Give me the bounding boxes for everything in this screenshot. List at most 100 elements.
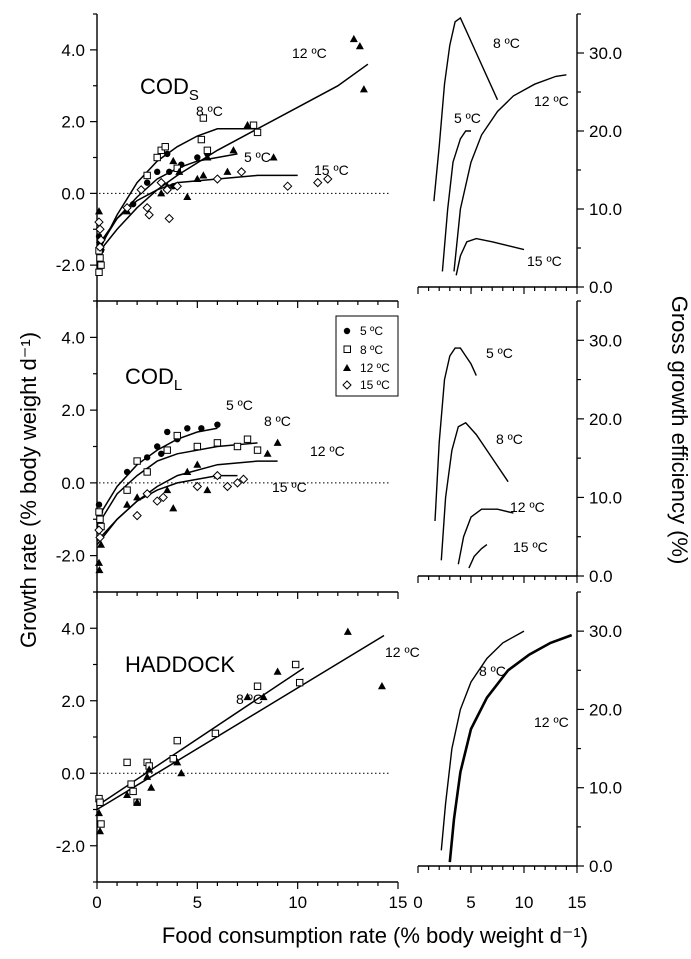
efficiency-curve-label: 12 ºC xyxy=(534,93,569,109)
data-point xyxy=(164,213,174,224)
data-point xyxy=(212,470,223,481)
data-point xyxy=(343,627,352,635)
data-point xyxy=(96,254,104,262)
data-point xyxy=(143,772,152,780)
left-y-axis-title: Growth rate (% body weight d⁻¹) xyxy=(16,332,41,648)
data-point xyxy=(377,682,386,690)
data-point xyxy=(323,174,333,184)
efficiency-curve xyxy=(457,508,514,565)
efficiency-y-tick-label: 10.0 xyxy=(589,779,622,798)
efficiency-y-tick-label: 10.0 xyxy=(589,200,622,219)
data-point xyxy=(122,203,132,213)
efficiency-curve-label: 15 ºC xyxy=(513,539,548,555)
data-point xyxy=(213,439,222,447)
efficiency-x-tick-label: 5 xyxy=(466,893,475,912)
efficiency-curve-label: 8 ºC xyxy=(496,431,523,447)
data-point xyxy=(282,181,293,191)
data-point xyxy=(359,85,368,93)
data-point xyxy=(129,787,137,796)
efficiency-curve xyxy=(441,130,471,272)
fit-curve xyxy=(96,634,385,811)
data-point xyxy=(123,758,131,767)
fit-curve-label: 5 ºC xyxy=(226,397,253,413)
legend-label-15c: 15 ºC xyxy=(360,378,390,392)
data-point xyxy=(152,496,162,506)
data-point xyxy=(253,128,262,137)
efficiency-x-tick-label: 15 xyxy=(568,893,587,912)
efficiency-y-tick-label: 20.0 xyxy=(589,410,622,429)
data-point xyxy=(263,449,272,457)
data-point xyxy=(133,798,142,806)
data-point xyxy=(212,174,223,184)
data-point xyxy=(211,729,220,738)
efficiency-curve xyxy=(448,633,573,863)
data-point xyxy=(183,467,192,475)
data-point xyxy=(144,210,154,220)
growth-y-tick-label: 2.0 xyxy=(61,401,85,420)
efficiency-curve-label: 12 ºC xyxy=(510,499,545,515)
data-point xyxy=(169,504,178,512)
data-point xyxy=(123,468,131,476)
data-point xyxy=(214,421,221,428)
panel-title-cods-sub: S xyxy=(189,87,199,104)
panel-title-codl-main: COD xyxy=(125,364,174,389)
data-point xyxy=(243,121,252,129)
data-point xyxy=(158,450,165,457)
fit-curve xyxy=(96,442,258,527)
panel-title-codl: CODL xyxy=(125,364,182,394)
data-point xyxy=(199,114,208,122)
growth-y-tick-label: -2.0 xyxy=(56,256,85,275)
efficiency-y-tick-label: 0.0 xyxy=(589,567,613,586)
efficiency-y-tick-label: 30.0 xyxy=(589,622,622,641)
data-point xyxy=(96,798,104,806)
legend: 5 ºC 8 ºC 12 ºC 15 ºC xyxy=(335,315,399,397)
efficiency-curve xyxy=(440,630,525,851)
data-point xyxy=(97,261,105,269)
efficiency-curve-label: 5 ºC xyxy=(486,345,513,361)
data-point xyxy=(136,185,146,195)
legend-marker-5c xyxy=(343,327,351,335)
data-point xyxy=(177,769,186,777)
efficiency-y-tick-label: 20.0 xyxy=(589,700,622,719)
data-point xyxy=(232,478,243,488)
data-point xyxy=(193,442,202,451)
growth-y-tick-label: -2.0 xyxy=(56,547,85,566)
data-point xyxy=(153,153,161,162)
data-point xyxy=(97,820,105,828)
panel-title-cods-main: COD xyxy=(140,74,189,99)
legend-label-12c: 12 ºC xyxy=(360,361,390,375)
growth-y-tick-label: 0.0 xyxy=(61,184,85,203)
data-point xyxy=(123,790,132,798)
legend-marker-12c xyxy=(343,364,351,371)
legend-marker-8c xyxy=(343,345,351,353)
data-point xyxy=(269,153,278,161)
data-point xyxy=(199,171,208,179)
efficiency-y-tick-label: 0.0 xyxy=(589,857,613,876)
data-point xyxy=(193,174,202,183)
efficiency-y-tick-label: 10.0 xyxy=(589,488,622,507)
data-point xyxy=(94,217,104,227)
data-point xyxy=(95,532,105,543)
legend-label-5c: 5 ºC xyxy=(360,324,383,338)
data-point xyxy=(249,121,258,129)
growth-y-tick-label: 4.0 xyxy=(61,41,85,60)
data-point xyxy=(158,492,168,503)
data-point xyxy=(95,224,105,234)
data-point xyxy=(145,765,154,773)
fit-curve xyxy=(96,153,238,252)
efficiency-x-tick-label: 0 xyxy=(413,893,422,912)
data-point xyxy=(96,827,105,835)
data-point xyxy=(295,678,304,687)
data-point xyxy=(291,660,300,669)
data-point xyxy=(162,185,172,195)
data-point xyxy=(173,431,181,440)
growth-x-tick-label: 15 xyxy=(389,893,408,912)
growth-y-tick-label: -2.0 xyxy=(56,837,85,856)
data-point xyxy=(253,446,262,454)
fit-curve-label: 12 ºC xyxy=(292,45,327,61)
data-point xyxy=(192,481,203,492)
efficiency-y-tick-label: 30.0 xyxy=(589,44,622,63)
data-point xyxy=(95,565,104,574)
